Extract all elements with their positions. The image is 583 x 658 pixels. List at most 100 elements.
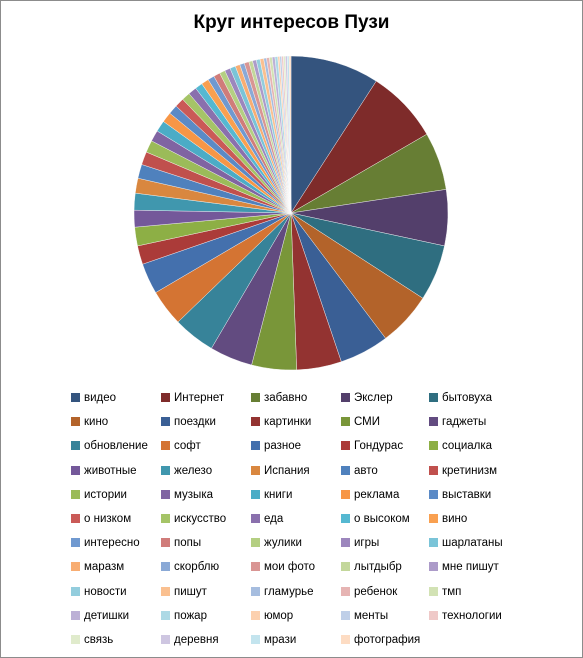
legend-label: пожар [174, 609, 207, 622]
legend-swatch [429, 489, 438, 499]
legend-label: фотография [354, 634, 421, 646]
legend-swatch [71, 393, 80, 402]
legend-swatch [71, 441, 80, 451]
legend-swatch [341, 417, 350, 427]
legend-swatch [161, 417, 170, 427]
legend-label: скорблю [174, 561, 220, 574]
legend-label: картинки [264, 416, 312, 429]
legend-swatch [341, 514, 350, 523]
legend-label: авто [354, 464, 378, 477]
legend-swatch [71, 562, 80, 572]
legend-swatch [71, 465, 80, 475]
legend-swatch [429, 441, 438, 451]
legend-label: софт [174, 440, 201, 453]
legend-label: искусство [174, 513, 227, 525]
legend-swatch [429, 538, 438, 548]
legend-swatch [161, 610, 170, 620]
legend-label: ребенок [354, 585, 398, 598]
legend-label: шарлатаны [442, 537, 503, 550]
legend-swatch [341, 465, 350, 475]
legend-label: юмор [264, 609, 294, 622]
legend-label: новости [84, 585, 127, 598]
legend-label: Экслер [354, 392, 393, 404]
legend-swatch [161, 489, 170, 499]
legend-swatch [251, 610, 260, 620]
pie-chart [133, 55, 449, 371]
legend-swatch [251, 393, 260, 402]
legend-label: кретинизм [442, 464, 498, 477]
legend-swatch [341, 562, 350, 572]
legend-label: попы [174, 537, 202, 550]
legend-swatch [71, 538, 80, 548]
pie-slice-0 [290, 55, 377, 214]
legend-swatch [341, 393, 350, 402]
legend-swatch [341, 610, 350, 620]
legend-swatch [341, 635, 350, 644]
legend-swatch [161, 586, 170, 596]
legend-swatch [341, 489, 350, 499]
legend-swatch [71, 514, 80, 523]
legend-label: менты [354, 609, 389, 622]
pie-slice-53 [288, 55, 292, 214]
legend-label: пишут [174, 585, 207, 598]
legend-swatch [251, 538, 260, 548]
legend-swatch [71, 610, 80, 620]
legend-swatch [251, 514, 260, 523]
legend-label: связь [84, 634, 114, 646]
legend-label: гламурье [264, 585, 314, 598]
legend-swatch [251, 441, 260, 451]
legend-label: о высоком [354, 513, 410, 525]
legend-label: разное [264, 440, 302, 453]
legend-label: выставки [442, 488, 492, 501]
legend-label: видео [84, 392, 117, 404]
legend-label: кино [84, 416, 109, 429]
legend-label: детишки [84, 609, 130, 622]
legend-swatch [341, 441, 350, 451]
legend-label: еда [264, 513, 284, 525]
chart-title: Круг интересов Пузи [193, 12, 390, 33]
legend-swatch [251, 417, 260, 427]
legend-label: реклама [354, 488, 400, 501]
legend-label: игры [354, 537, 380, 550]
legend-label: забавно [264, 392, 308, 404]
legend-swatch [429, 562, 438, 572]
legend-swatch [251, 586, 260, 596]
legend-label: мои фото [264, 561, 316, 574]
legend-swatch [71, 635, 80, 644]
legend-swatch [251, 465, 260, 475]
legend-swatch [161, 562, 170, 572]
legend-label: истории [84, 488, 127, 501]
legend-label: обновление [84, 440, 148, 453]
legend-label: животные [84, 464, 137, 477]
legend-swatch [161, 514, 170, 523]
legend-swatch [161, 538, 170, 548]
legend-swatch [251, 562, 260, 572]
legend-label: лытдыбр [354, 561, 402, 574]
legend-label: СМИ [354, 416, 381, 429]
legend-label: железо [174, 464, 213, 477]
legend-label: Гондурас [354, 440, 404, 453]
legend-label: поездки [174, 416, 216, 429]
legend-label: музыка [174, 488, 214, 501]
legend-label: социалка [442, 440, 493, 453]
legend-swatch [161, 441, 170, 451]
legend-swatch [429, 417, 438, 427]
legend-label: книги [264, 488, 293, 501]
legend-label: вино [442, 513, 468, 525]
legend-label: интересно [84, 537, 140, 550]
legend-swatch [71, 586, 80, 596]
legend-label: Интернет [174, 392, 225, 404]
legend-swatch [429, 393, 438, 402]
legend-swatch [161, 635, 170, 644]
legend-swatch [341, 538, 350, 548]
legend-swatch [429, 465, 438, 475]
legend-swatch [251, 489, 260, 499]
legend-label: технологии [442, 609, 502, 622]
legend-swatch [251, 635, 260, 644]
legend-label: деревня [174, 634, 219, 646]
legend-label: Испания [264, 464, 310, 477]
legend-label: мне пишут [442, 561, 499, 574]
legend-swatch [429, 610, 438, 620]
legend-label: о низком [84, 513, 132, 525]
legend-swatch [429, 586, 438, 596]
